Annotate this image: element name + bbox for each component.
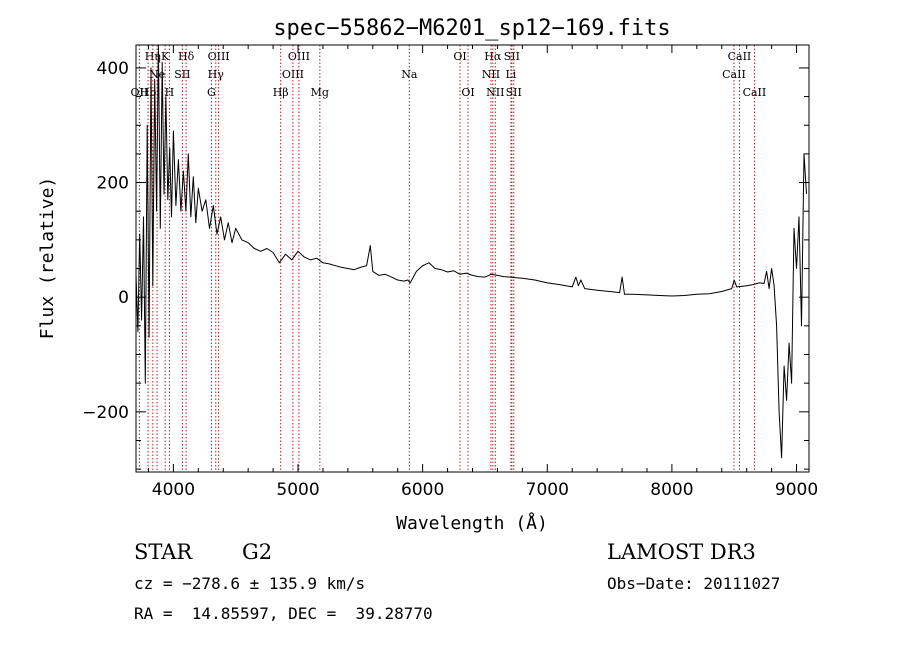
x-tick-label-3: 7000 [526, 480, 569, 500]
line-label-9: Hγ [208, 68, 225, 81]
chart-title: spec−55862−M6201_sp12−169.fits [273, 16, 670, 41]
line-label-14: Mg [311, 86, 329, 99]
survey-name: LAMOST DR3 [607, 540, 756, 564]
line-label-3: Ne [149, 68, 165, 81]
line-label-13: OIII [282, 68, 304, 81]
x-tick-label-0: 4000 [152, 480, 195, 500]
line-label-16: OI [453, 50, 466, 63]
y-tick-label-2: 200 [97, 174, 129, 194]
x-tick-label-1: 5000 [276, 480, 319, 500]
redshift-text: cz = −278.6 ± 135.9 km/s [134, 574, 366, 593]
observation-date: Obs−Date: 20111027 [607, 574, 781, 593]
line-label-26: CaII [743, 86, 767, 99]
line-label-24: CaII [728, 50, 752, 63]
object-subclass: G2 [242, 540, 273, 564]
line-label-5: H [165, 86, 175, 99]
line-label-8: OIII [208, 50, 230, 63]
line-label-2: Hb [140, 86, 157, 99]
line-label-12: OIII [288, 50, 310, 63]
line-label-21: SII [504, 50, 520, 63]
y-tick-label-1: 0 [118, 288, 129, 308]
line-label-7: SII [174, 68, 190, 81]
line-label-23: SII [506, 86, 522, 99]
object-class: STAR [134, 540, 193, 564]
axis-ticks: 4000 5000 6000 7000 8000 9000 −200 0 200 400 [82, 45, 818, 500]
plot-frame [135, 44, 810, 473]
x-tick-label-2: 6000 [401, 480, 444, 500]
spectrum-series [135, 44, 807, 459]
line-label-25: CaII [722, 68, 746, 81]
line-label-19: NII [482, 68, 500, 81]
coordinates-text: RA = 14.85597, DEC = 39.28770 [134, 604, 433, 623]
y-axis-label: Flux (relative) [37, 177, 58, 340]
line-label-10: G [207, 86, 216, 99]
y-tick-label-3: 400 [97, 59, 129, 79]
y-tick-label-0: −200 [82, 403, 129, 423]
line-label-18: Hα [484, 50, 502, 63]
x-tick-label-4: 8000 [650, 480, 693, 500]
line-label-6: Hδ [178, 50, 195, 63]
line-label-15: Na [401, 68, 418, 81]
line-label-4: K [161, 50, 170, 63]
x-tick-label-5: 9000 [775, 480, 818, 500]
line-label-22: Li [505, 68, 516, 81]
line-label-11: Hβ [273, 86, 289, 99]
line-label-17: OI [461, 86, 474, 99]
line-label-20: NII [486, 86, 504, 99]
x-axis-label: Wavelength (Å) [396, 512, 548, 534]
line-label-0: OII [131, 86, 149, 99]
series-line-0 [135, 44, 807, 459]
